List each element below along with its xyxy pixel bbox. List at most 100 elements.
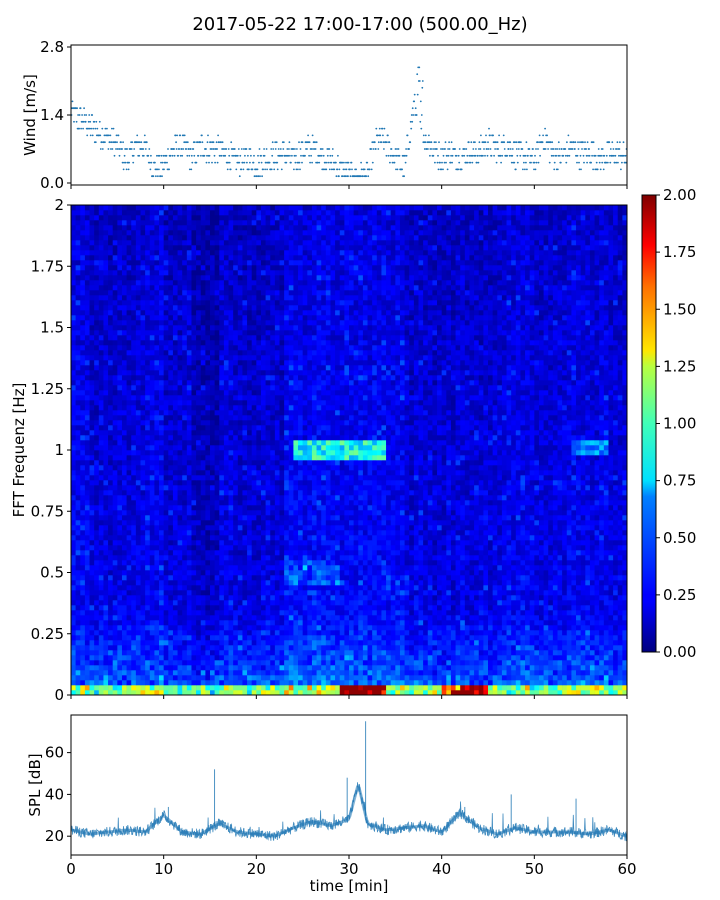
spectrogram-cell (168, 685, 174, 691)
spectrogram-cell (321, 600, 327, 606)
spectrogram-cell (617, 545, 623, 551)
spectrogram-cell (131, 545, 137, 551)
spectrogram-cell (386, 545, 391, 551)
spectrogram-cell (103, 640, 109, 646)
spectrogram-cell (548, 650, 554, 656)
spectrogram-cell (599, 560, 605, 566)
spectrogram-cell (520, 535, 526, 541)
spectrogram-cell (478, 600, 484, 606)
spectrogram-cell (427, 565, 433, 571)
spectrogram-cell (464, 660, 470, 666)
wind-point (416, 93, 419, 96)
spectrogram-cell (418, 600, 424, 606)
spectrogram-cell (298, 585, 303, 591)
spectrogram-cell (367, 540, 373, 546)
wind-point (483, 148, 485, 150)
wind-point (236, 154, 239, 157)
spectrogram-cell (488, 645, 493, 651)
spectrogram-cell (399, 535, 405, 541)
spectrogram-cell (585, 570, 591, 576)
wind-point (551, 141, 554, 144)
spectrogram-cell (580, 600, 586, 606)
spectrogram-cell (330, 535, 336, 541)
spectrogram-cell (349, 580, 354, 586)
wind-point (190, 154, 193, 157)
spectrogram-cell (172, 625, 178, 631)
spectrogram-cell (557, 630, 563, 636)
spectrogram-cell (233, 625, 239, 631)
spectrogram-cell (274, 665, 280, 671)
wind-point (174, 134, 177, 137)
wind-point (122, 141, 124, 144)
spectrogram-cell (488, 580, 493, 586)
spectrogram-cell (298, 650, 303, 656)
spectrogram-cell (580, 540, 586, 546)
spectrogram-cell (413, 540, 419, 546)
spectrogram-cell (395, 595, 401, 601)
spectrogram-cell (478, 555, 484, 561)
wind-point (560, 148, 563, 150)
spectrogram-cell (594, 590, 600, 596)
wind-point (298, 161, 301, 164)
spectrogram-cell (525, 610, 530, 616)
spectrogram-cell (529, 655, 535, 661)
spectrogram-cell (446, 665, 452, 671)
spectrogram-cell (210, 655, 215, 661)
spectrogram-cell (149, 545, 155, 551)
spectrogram-cell (399, 630, 405, 636)
spectrogram-cell (399, 545, 405, 551)
spectrogram-cell (358, 675, 364, 681)
wind-point (588, 154, 591, 157)
spectrogram-cell (576, 540, 581, 546)
spectrogram-cell (298, 620, 303, 626)
spectrogram-cell (140, 645, 146, 651)
spectrogram-cell (594, 635, 600, 641)
spectrogram-cell (71, 590, 76, 596)
spectrogram-cell (594, 580, 600, 586)
spectrogram-cell (80, 545, 86, 551)
spectrogram-cell (260, 605, 266, 611)
spectrogram-cell (108, 670, 113, 676)
spectrogram-cell (413, 560, 419, 566)
spectrogram-cell (200, 615, 206, 621)
wind-point (564, 148, 567, 150)
spectrogram-cell (237, 655, 243, 661)
spectrogram-cell (548, 610, 554, 616)
wind-point (182, 148, 185, 150)
spectrogram-cell (210, 550, 215, 556)
wind-point (450, 141, 453, 144)
wind-point (441, 161, 443, 164)
spectrogram-cell (98, 600, 104, 606)
spectrogram-cell (307, 680, 313, 686)
spectrogram-cell (515, 650, 521, 656)
spectrogram-cell (395, 575, 401, 581)
wind-point (95, 120, 98, 123)
wind-point (333, 168, 336, 171)
spectrogram-cell (613, 665, 619, 671)
wind-point (437, 168, 440, 171)
spectrogram-cell (223, 675, 229, 681)
wind-point (554, 148, 557, 150)
spectrogram-cell (117, 570, 123, 576)
wind-point (395, 154, 398, 157)
spectrogram-cell (94, 645, 100, 651)
spectrogram-cell (455, 660, 461, 666)
spectrogram-cell (599, 615, 605, 621)
spectrogram-cell (242, 655, 248, 661)
spectrogram-cell (121, 580, 127, 586)
wind-point (258, 161, 260, 164)
spectrogram-cell (538, 540, 544, 546)
spectrogram-cell (613, 545, 619, 551)
wind-point (447, 148, 449, 150)
spectrogram-cell (511, 615, 517, 621)
spectrogram-cell (413, 545, 419, 551)
spectrogram-cell (200, 540, 206, 546)
wind-point (534, 168, 537, 171)
spectrogram-cell (423, 555, 429, 561)
spectrogram-cell (270, 645, 276, 651)
wind-point (270, 168, 273, 171)
spectrogram-cell (149, 580, 155, 586)
spectrogram-cell (71, 600, 76, 606)
spectrogram-cell (399, 585, 405, 591)
spectrogram-cell (423, 690, 429, 695)
